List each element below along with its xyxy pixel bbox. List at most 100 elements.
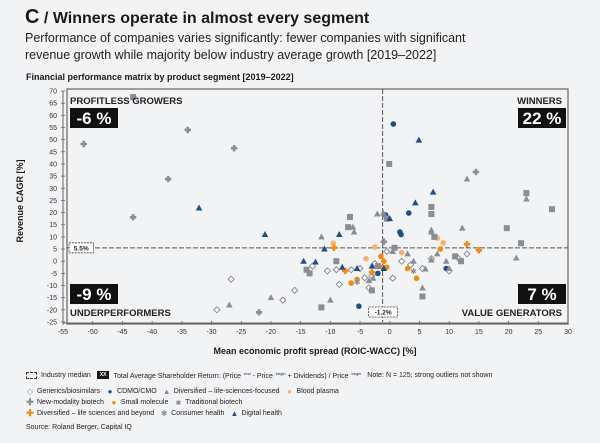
- data-point: [318, 304, 325, 311]
- legend-item: ▲ Diversified – life-sciences-focused: [163, 387, 283, 396]
- data-point: [318, 233, 325, 240]
- y-tick-label: 30: [49, 186, 57, 193]
- legend: Industry median XX Total Average Shareho…: [26, 370, 495, 419]
- subtitle-line-1: Performance of companies varies signific…: [25, 31, 466, 45]
- data-point: [267, 294, 275, 301]
- data-point: [279, 296, 287, 304]
- x-axis-label: Mean economic profit spread (ROIC-WACC) …: [213, 346, 417, 356]
- data-point: [261, 230, 269, 237]
- data-point: [428, 256, 435, 263]
- data-point: [437, 246, 444, 252]
- plot-frame: [66, 88, 569, 325]
- data-point: [378, 253, 384, 260]
- y-tick-label: 5: [53, 247, 57, 254]
- data-point: [513, 254, 520, 261]
- data-point: [195, 204, 203, 211]
- quadrant-name: PROFITLESS GROWERS: [70, 96, 182, 107]
- title-text: Winners operate in almost every segment: [52, 10, 370, 27]
- data-point: [369, 274, 377, 281]
- x-tick-label: 5: [418, 329, 422, 336]
- legend-item: ■ Traditional biotech: [174, 398, 245, 407]
- section-letter: C: [25, 6, 40, 28]
- x-tick-label: 0: [388, 329, 392, 336]
- data-point: [389, 274, 397, 282]
- data-point: [383, 215, 390, 222]
- circle-marker-icon: ●: [287, 387, 292, 396]
- asterisk-marker-icon: ✱: [160, 409, 168, 418]
- header: C / Winners operate in almost every segm…: [25, 6, 465, 64]
- x-tick-label: -10: [325, 329, 335, 336]
- data-point: [458, 258, 465, 265]
- legend-item: ✱ Consumer health: [160, 409, 227, 418]
- plus-diamond-marker-icon: ✚: [26, 397, 34, 407]
- tsr-sup-begin2: begin: [351, 370, 362, 376]
- legend-label: Small molecule: [120, 399, 169, 406]
- series-legend: ◇ Generics/biosimilars ● CDMO/CMO ▲ Diversifi…: [26, 386, 495, 419]
- data-point: [428, 211, 435, 218]
- tsr-text-a: Total Average Shareholder Return: (Price: [113, 373, 241, 381]
- data-point: [255, 309, 263, 316]
- data-point: [383, 247, 391, 256]
- data-point: [428, 228, 435, 235]
- data-point: [375, 270, 381, 277]
- data-point: [361, 274, 369, 282]
- triangle-marker-icon: ▲: [230, 409, 239, 418]
- page-title: C / Winners operate in almost every segm…: [25, 6, 465, 29]
- data-point: [379, 209, 387, 216]
- legend-label: CDMO/CMO: [117, 388, 157, 395]
- y-tick-label: 10: [49, 234, 57, 241]
- subtitle: Performance of companies varies signific…: [25, 30, 465, 64]
- data-point: [390, 121, 397, 127]
- data-point: [300, 257, 307, 264]
- legend-item: ● Small molecule: [110, 398, 171, 407]
- data-point: [290, 286, 299, 295]
- diamond-open-marker-icon: ◇: [26, 387, 34, 396]
- data-point: [332, 266, 341, 274]
- data-point: [303, 266, 310, 273]
- data-point: [419, 284, 426, 291]
- data-point: [349, 223, 357, 230]
- median-label-box: [68, 242, 94, 254]
- tsr-text-b: - Price: [250, 373, 273, 381]
- x-tick-label: 15: [475, 329, 483, 336]
- x-tick-label: -30: [206, 329, 216, 336]
- legend-label: Diversified – life sciences and beyond: [37, 410, 155, 417]
- quadrant-value-box: [70, 108, 118, 128]
- data-point: [381, 258, 387, 265]
- x-tick-label: -20: [266, 329, 276, 336]
- legend-label: Digital health: [241, 410, 282, 417]
- y-tick-label: -15: [47, 295, 57, 302]
- quadrant-value-box: [518, 108, 566, 128]
- legend-label: Blood plasma: [296, 388, 339, 395]
- data-point: [372, 244, 378, 250]
- quadrant-value: -9 %: [77, 285, 112, 304]
- x-tick-label: -45: [117, 329, 127, 336]
- data-point: [398, 249, 405, 256]
- legend-item: ▲ Digital health: [230, 409, 284, 418]
- data-point: [365, 277, 373, 284]
- x-tick-label: 30: [564, 329, 572, 336]
- quadrant-bottom-right: VALUE GENERATORS 7 %: [462, 284, 566, 319]
- data-point: [415, 136, 423, 143]
- data-point: [306, 270, 313, 277]
- y-tick-label: 70: [49, 89, 57, 96]
- legend-industry-median: Industry median: [26, 372, 94, 379]
- data-point: [184, 126, 191, 134]
- data-point: [440, 240, 447, 246]
- data-point: [327, 296, 334, 303]
- data-point: [442, 257, 450, 264]
- data-point: [433, 250, 441, 257]
- data-point: [429, 188, 437, 195]
- data-point: [330, 244, 338, 252]
- y-axis-label: Revenue CAGR [%]: [15, 159, 25, 243]
- median-y-label: 5.5%: [68, 242, 94, 254]
- quadrant-value: -6 %: [77, 109, 112, 128]
- data-point: [380, 265, 388, 272]
- data-point: [342, 267, 349, 275]
- data-point: [431, 233, 438, 240]
- legend-row: ✚ New-modality biotech ● Small molecule ■ Tra…: [26, 397, 495, 408]
- y-tick-label: 15: [49, 222, 57, 229]
- data-point: [335, 280, 343, 289]
- data-point: [374, 263, 381, 270]
